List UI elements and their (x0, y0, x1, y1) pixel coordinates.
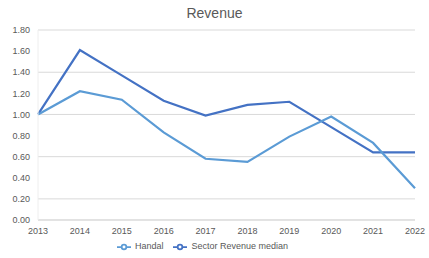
svg-text:1.00: 1.00 (12, 110, 30, 120)
svg-text:0.40: 0.40 (12, 173, 30, 183)
svg-text:2016: 2016 (154, 226, 174, 236)
svg-text:2021: 2021 (363, 226, 383, 236)
html-text:Handal: Handal (135, 241, 164, 252)
svg-text:1.60: 1.60 (12, 46, 30, 56)
svg-text:0.80: 0.80 (12, 131, 30, 141)
svg-text:2019: 2019 (279, 226, 299, 236)
html-text:Revenue: Revenue (186, 5, 243, 21)
svg-text:1.80: 1.80 (12, 25, 30, 35)
svg-text:0.60: 0.60 (12, 152, 30, 162)
svg-text:2017: 2017 (196, 226, 216, 236)
svg-text:2020: 2020 (321, 226, 341, 236)
svg-text:2013: 2013 (28, 226, 48, 236)
svg-text:0.00: 0.00 (12, 215, 30, 225)
html-text:Sector Revenue median: Sector Revenue median (191, 241, 288, 252)
svg-text:0.20: 0.20 (12, 194, 30, 204)
svg-text:1.20: 1.20 (12, 89, 30, 99)
svg-text:2018: 2018 (237, 226, 257, 236)
svg-text:2022: 2022 (405, 226, 421, 236)
svg-text:1.40: 1.40 (12, 67, 30, 77)
svg-text:2014: 2014 (70, 226, 90, 236)
svg-text:2015: 2015 (112, 226, 132, 236)
